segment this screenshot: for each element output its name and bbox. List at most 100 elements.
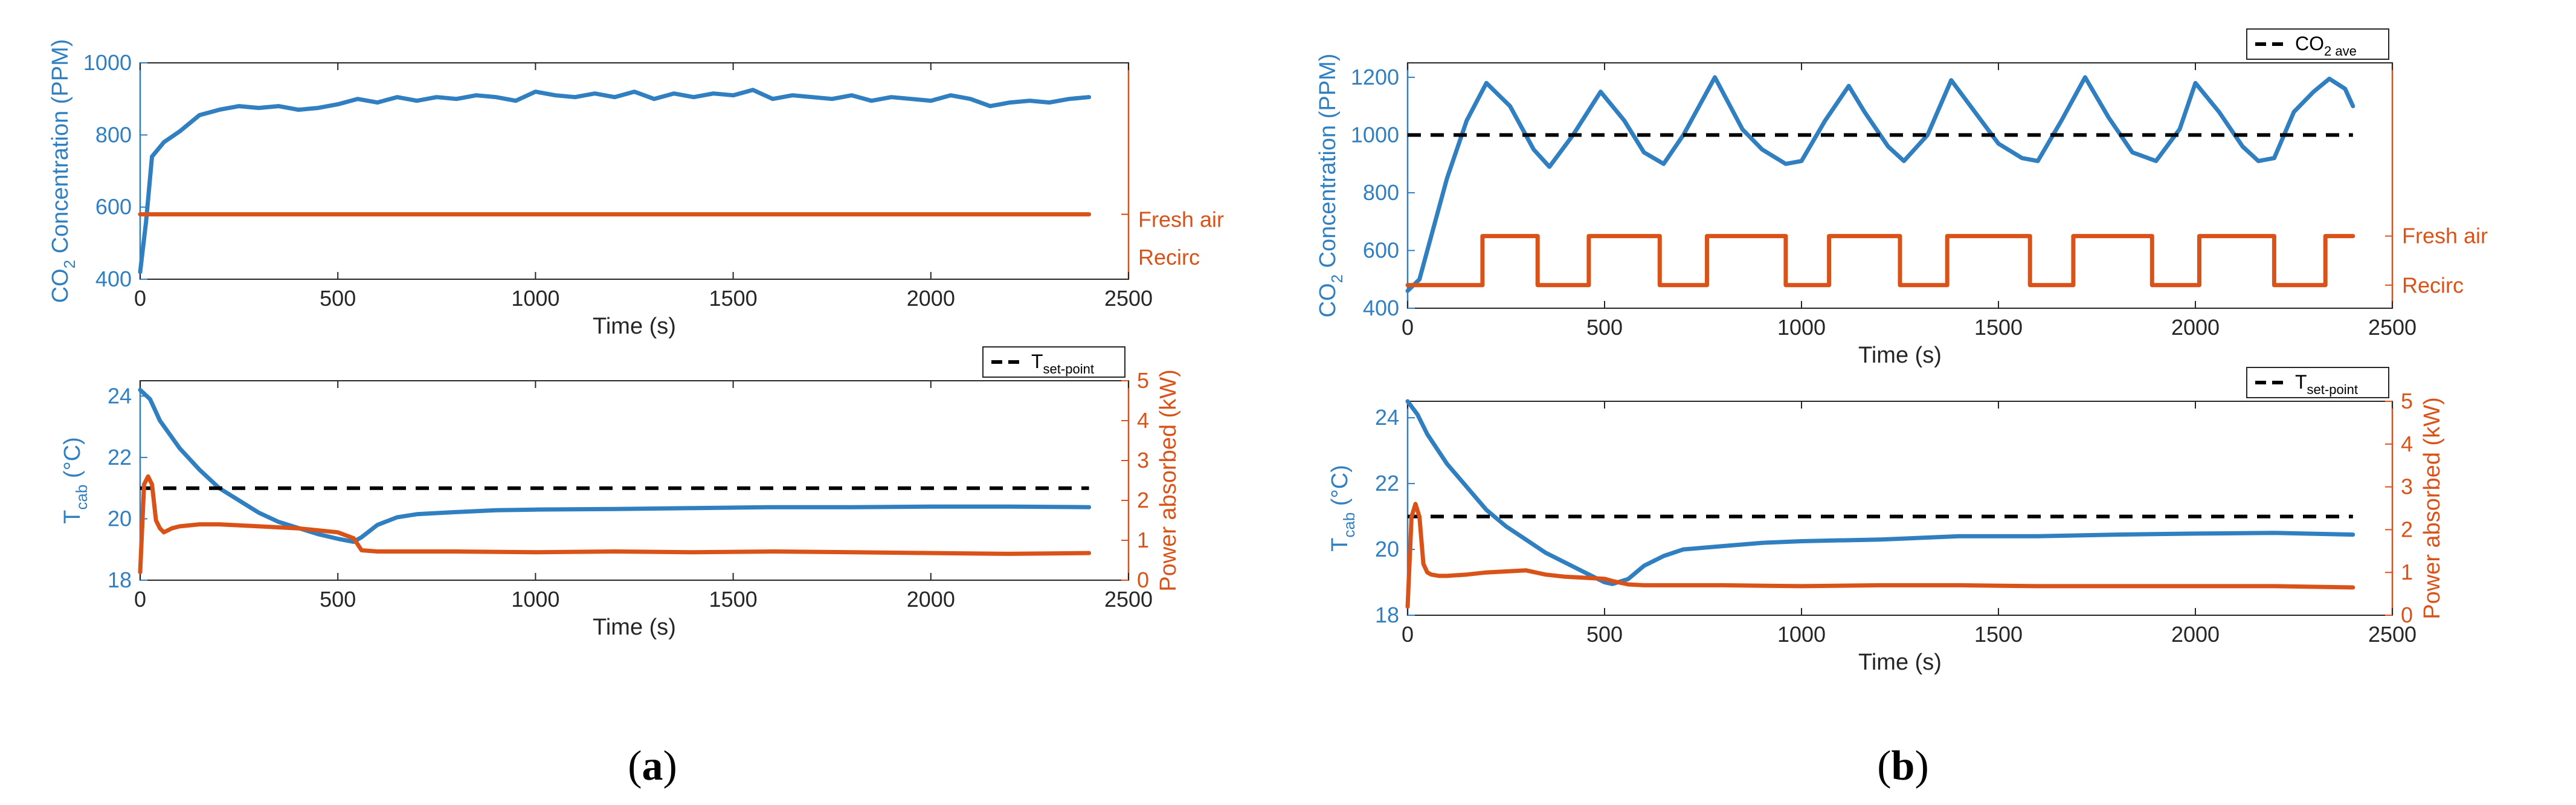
legend-box	[2246, 28, 2389, 60]
caption-b-close: )	[1914, 743, 1928, 789]
y-axis-label-left: Tcab (°C)	[1327, 465, 1358, 552]
y-label-rest: (°C)	[1327, 465, 1353, 512]
x-tick-label: 2000	[907, 587, 955, 612]
x-tick-label: 500	[320, 286, 356, 311]
legend-label-sub: set-point	[1043, 361, 1094, 377]
caption-a: (a)	[628, 743, 677, 789]
y-axis-label-right: Power absorbed (kW)	[2420, 397, 2445, 619]
y-tick-label: 18	[108, 567, 132, 592]
y-tick-label: 22	[108, 445, 132, 470]
y-label-main: T	[1327, 538, 1353, 552]
recirc-label: Recirc	[1138, 245, 1200, 270]
y-tick-label: 18	[1375, 603, 1399, 627]
caption-b: (b)	[1877, 743, 1929, 789]
y-label-main: T	[60, 510, 85, 524]
y-axis-label-left: CO2 Concentration (PPM)	[1315, 54, 1346, 318]
caption-a-open: (	[628, 743, 642, 789]
x-tick-label: 2500	[1104, 286, 1153, 311]
y-tick-label: 20	[108, 506, 132, 531]
legend-label-main: T	[2295, 371, 2307, 393]
legend-label-main: T	[1031, 351, 1043, 372]
x-axis-label: Time (s)	[593, 314, 676, 339]
y-tick-label: 800	[95, 122, 132, 147]
x-tick-label: 1000	[1777, 315, 1826, 340]
x-tick-label: 0	[1402, 315, 1414, 340]
legend-label-sub: 2 ave	[2324, 44, 2357, 59]
panel-b-top-co2: 0 500 1000 1500 2000 2500 Time (s) 400 600 800 100…	[1315, 28, 2488, 368]
y-tick-label: 20	[1375, 537, 1399, 561]
x-axis-label: Time (s)	[1858, 343, 1942, 368]
y-right-tick-label: 3	[2401, 474, 2413, 499]
y-right-tick-label: 5	[1137, 368, 1149, 393]
y-axis-label-right: Power absorbed (kW)	[1156, 369, 1181, 591]
y-label-sub: cab	[72, 485, 91, 510]
x-tick-label: 0	[134, 587, 146, 612]
caption-b-letter: b	[1892, 743, 1915, 789]
x-axis-label: Time (s)	[1858, 650, 1942, 675]
caption-a-close: )	[663, 743, 677, 789]
x-tick-label: 1500	[1974, 622, 2023, 647]
x-tick-label: 2500	[2368, 315, 2417, 340]
x-tick-label: 1500	[709, 587, 758, 612]
y-tick-label: 22	[1375, 471, 1399, 496]
y-right-tick-label: 2	[2401, 517, 2413, 542]
x-tick-label: 2000	[907, 286, 955, 311]
caption-a-letter: a	[642, 743, 663, 789]
y-axis-label-left: CO2 Concentration (PPM)	[48, 39, 79, 303]
x-tick-label: 1000	[1777, 622, 1826, 647]
series-t-cab	[138, 387, 1092, 544]
y-right-tick-label: 5	[2401, 389, 2413, 413]
y-right-tick-label: 3	[1137, 448, 1149, 473]
recirc-label: Recirc	[2402, 273, 2464, 298]
y-tick-label: 400	[1363, 296, 1399, 320]
x-tick-label: 2500	[1104, 587, 1153, 612]
fresh-air-label: Fresh air	[2402, 224, 2488, 248]
legend-label-main: CO	[2295, 33, 2324, 54]
y-axis-label-left: Tcab (°C)	[60, 437, 91, 524]
legend-box	[2246, 367, 2389, 398]
x-tick-label: 500	[1586, 622, 1623, 647]
y-tick-label: 600	[95, 195, 132, 219]
plot-frame	[140, 62, 1129, 280]
y-right-tick-label: 0	[1137, 567, 1149, 592]
y-label-main: CO	[1315, 283, 1341, 317]
y-label-rest: (°C)	[60, 437, 85, 485]
legend-label: Tset-point	[1031, 351, 1094, 377]
legend-label: CO2 ave	[2295, 33, 2357, 59]
y-right-tick-label: 1	[2401, 560, 2413, 584]
x-tick-label: 2500	[2368, 622, 2417, 647]
series-power-absorbed	[1405, 502, 2355, 609]
series-t-cab	[1405, 399, 2355, 586]
legend-label: Tset-point	[2295, 371, 2358, 397]
legend-label-sub: set-point	[2307, 382, 2358, 397]
x-tick-label: 500	[320, 587, 356, 612]
y-tick-label: 400	[95, 267, 132, 291]
y-right-tick-label: 4	[1137, 408, 1149, 433]
y-label-rest: Concentration (PPM)	[48, 39, 73, 260]
x-axis-label: Time (s)	[593, 615, 676, 640]
series-fresh-recirc-switching	[1405, 234, 2355, 288]
y-tick-label: 24	[1375, 405, 1399, 430]
series-co2-concentration	[138, 88, 1092, 274]
fresh-air-label: Fresh air	[1138, 207, 1224, 232]
x-tick-label: 0	[1402, 622, 1414, 647]
y-label-rest: Concentration (PPM)	[1315, 54, 1341, 274]
y-right-tick-label: 4	[2401, 432, 2413, 456]
x-tick-label: 2000	[2171, 622, 2220, 647]
y-label-sub: 2	[60, 260, 79, 268]
y-right-tick-label: 1	[1137, 528, 1149, 552]
y-tick-label: 800	[1363, 180, 1399, 205]
series-co2-concentration	[1405, 75, 2355, 293]
y-label-sub: cab	[1340, 512, 1358, 538]
x-tick-label: 500	[1586, 315, 1623, 340]
x-tick-label: 2000	[2171, 315, 2220, 340]
y-label-sub: 2	[1328, 274, 1346, 283]
y-tick-label: 600	[1363, 238, 1399, 262]
y-right-tick-label: 2	[1137, 488, 1149, 512]
x-tick-label: 1000	[511, 286, 559, 311]
y-label-main: CO	[48, 268, 73, 303]
y-tick-label: 1000	[83, 50, 132, 75]
caption-b-open: (	[1877, 743, 1891, 789]
y-right-tick-label: 0	[2401, 603, 2413, 627]
